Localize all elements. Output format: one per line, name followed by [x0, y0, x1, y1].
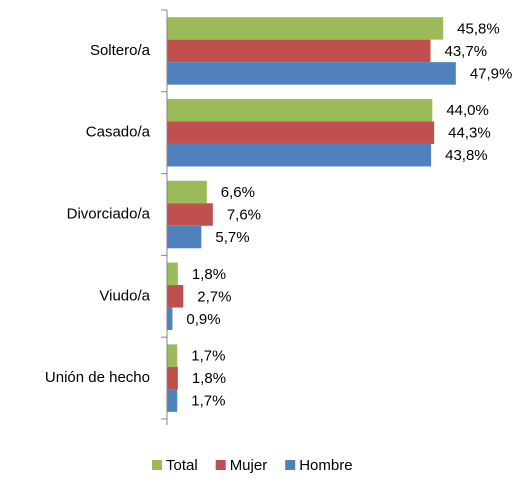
bar	[167, 366, 178, 390]
value-label: 0,9%	[186, 311, 220, 328]
value-label: 1,8%	[192, 266, 226, 283]
bar	[167, 285, 184, 308]
value-label: 6,6%	[221, 184, 255, 201]
value-label: 5,7%	[215, 229, 249, 246]
bar	[167, 262, 178, 286]
value-label: 1,8%	[192, 370, 226, 387]
value-label: 43,8%	[445, 147, 488, 164]
value-label: 44,3%	[448, 125, 491, 142]
value-label: 44,0%	[446, 102, 489, 119]
bar	[167, 39, 431, 63]
category-label: Viudo/a	[99, 287, 150, 304]
value-label: 2,7%	[197, 288, 231, 305]
bar	[167, 121, 435, 144]
category-label: Divorciado/a	[67, 205, 151, 222]
legend-label: Mujer	[230, 457, 268, 474]
bar	[167, 307, 173, 331]
legend-label: Total	[166, 457, 198, 474]
bar	[167, 389, 178, 412]
value-label: 1,7%	[191, 348, 225, 365]
category-label: Soltero/a	[90, 42, 151, 59]
legend-swatch	[285, 460, 296, 470]
bar	[167, 344, 178, 367]
bar	[167, 203, 213, 226]
bar	[167, 143, 432, 167]
value-label: 43,7%	[445, 43, 488, 60]
legend-swatch	[215, 460, 226, 470]
category-label: Casado/a	[86, 124, 151, 141]
legend-swatch	[152, 460, 162, 470]
bar	[167, 62, 456, 85]
bar	[167, 225, 202, 249]
value-label: 47,9%	[470, 65, 513, 82]
bar	[167, 17, 444, 40]
bar	[167, 98, 433, 122]
legend-label: Hombre	[299, 457, 352, 474]
value-label: 1,7%	[191, 393, 225, 410]
category-label: Unión de hecho	[45, 369, 150, 386]
bar	[167, 180, 207, 204]
value-label: 45,8%	[457, 20, 500, 37]
value-label: 7,6%	[227, 206, 261, 223]
